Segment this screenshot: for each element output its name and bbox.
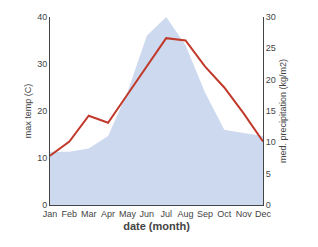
svg-text:20: 20 — [37, 106, 47, 116]
svg-text:10: 10 — [37, 153, 47, 163]
svg-text:30: 30 — [266, 12, 276, 22]
svg-text:Nov: Nov — [236, 209, 253, 219]
svg-text:Apr: Apr — [101, 209, 115, 219]
svg-text:Jan: Jan — [43, 209, 58, 219]
svg-text:5: 5 — [266, 169, 271, 179]
svg-text:10: 10 — [266, 137, 276, 147]
svg-text:20: 20 — [266, 75, 276, 85]
svg-text:Aug: Aug — [178, 209, 194, 219]
svg-text:Sep: Sep — [197, 209, 213, 219]
svg-text:max temp (C): max temp (C) — [23, 84, 33, 139]
svg-text:Mar: Mar — [81, 209, 97, 219]
svg-text:Jul: Jul — [160, 209, 172, 219]
svg-text:15: 15 — [266, 106, 276, 116]
svg-text:Jun: Jun — [140, 209, 155, 219]
svg-text:May: May — [119, 209, 137, 219]
svg-text:date (month): date (month) — [123, 220, 190, 232]
svg-text:25: 25 — [266, 43, 276, 53]
svg-text:0: 0 — [266, 200, 271, 210]
svg-text:Oct: Oct — [217, 209, 232, 219]
svg-text:med. precipitation (kg/m2): med. precipitation (kg/m2) — [278, 59, 288, 163]
svg-text:Dec: Dec — [255, 209, 272, 219]
svg-text:0: 0 — [42, 200, 47, 210]
svg-text:40: 40 — [37, 12, 47, 22]
svg-text:30: 30 — [37, 59, 47, 69]
svg-text:Feb: Feb — [62, 209, 78, 219]
